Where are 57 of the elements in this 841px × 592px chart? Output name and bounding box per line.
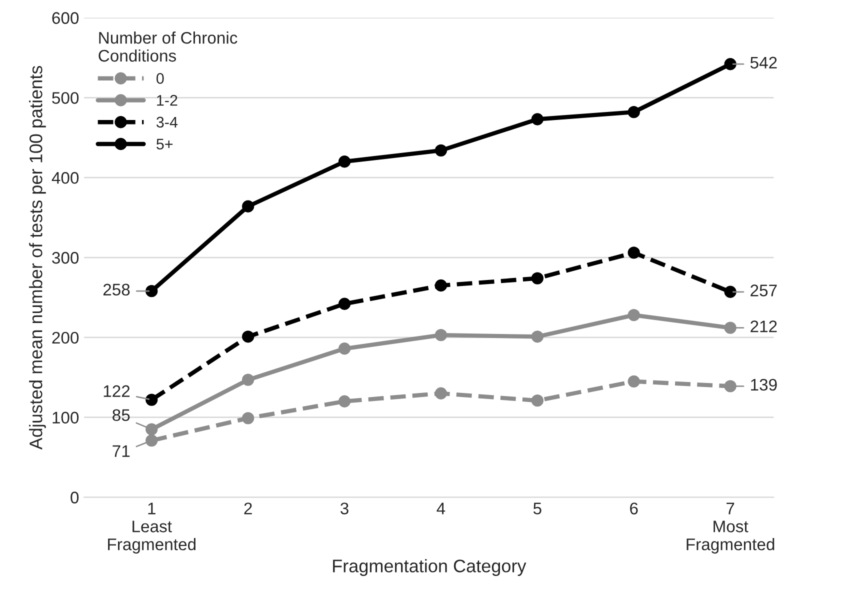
point (628, 106, 640, 118)
point (434, 144, 448, 157)
point (531, 330, 544, 343)
data-label: 212 (750, 320, 777, 332)
legend-label: 5+ (156, 138, 173, 150)
legend-label: 0 (156, 73, 164, 84)
y-axis-title: Adjusted mean number of tests per 100 patients (29, 66, 46, 450)
point (724, 380, 736, 392)
point (531, 272, 544, 284)
y-tick-label: 500 (52, 92, 79, 104)
point (338, 395, 351, 408)
point (146, 423, 158, 436)
point (242, 412, 254, 424)
legend-label: 3-4 (156, 116, 178, 128)
x-tick-label: 6 (630, 502, 638, 514)
point (146, 285, 158, 298)
y-tick-label: 400 (52, 172, 79, 184)
legend-title: Number of Chronic Conditions (98, 32, 238, 62)
point (724, 58, 736, 70)
y-tick-label: 100 (52, 412, 79, 424)
point (724, 286, 736, 298)
point (242, 330, 254, 343)
x-tick-label: 4 (436, 502, 446, 514)
point (242, 200, 254, 212)
data-label: 258 (103, 284, 130, 296)
y-tick-label: 0 (70, 492, 79, 504)
x-tick-label: 5 (533, 502, 542, 514)
point (531, 394, 544, 407)
point (338, 298, 351, 310)
point (338, 342, 351, 355)
data-label: 542 (750, 56, 777, 69)
point (338, 156, 351, 168)
point (628, 246, 640, 259)
point (434, 328, 448, 342)
point (531, 113, 544, 126)
data-label: 139 (751, 378, 777, 391)
y-tick-label: 200 (52, 332, 79, 344)
data-label: 85 (112, 409, 130, 422)
point (146, 434, 158, 447)
x-axis-title: Fragmentation Category (333, 559, 526, 576)
x-tick-label: 2 (244, 502, 252, 514)
data-label: 71 (112, 445, 130, 457)
point (724, 322, 736, 334)
point (628, 375, 640, 388)
x-tick-label: 1 Least Fragmented (108, 502, 196, 554)
y-tick-label: 600 (52, 12, 79, 24)
x-tick-label: 7 Most Fragmented (686, 502, 774, 554)
data-label: 122 (104, 385, 130, 397)
data-label: 257 (750, 284, 777, 296)
point (628, 308, 640, 322)
point (242, 374, 254, 386)
point (146, 394, 158, 406)
point (434, 279, 448, 292)
legend-label: 1-2 (157, 94, 178, 106)
y-tick-label: 300 (52, 252, 79, 264)
x-tick-label: 3 (340, 502, 348, 514)
point (434, 387, 448, 400)
